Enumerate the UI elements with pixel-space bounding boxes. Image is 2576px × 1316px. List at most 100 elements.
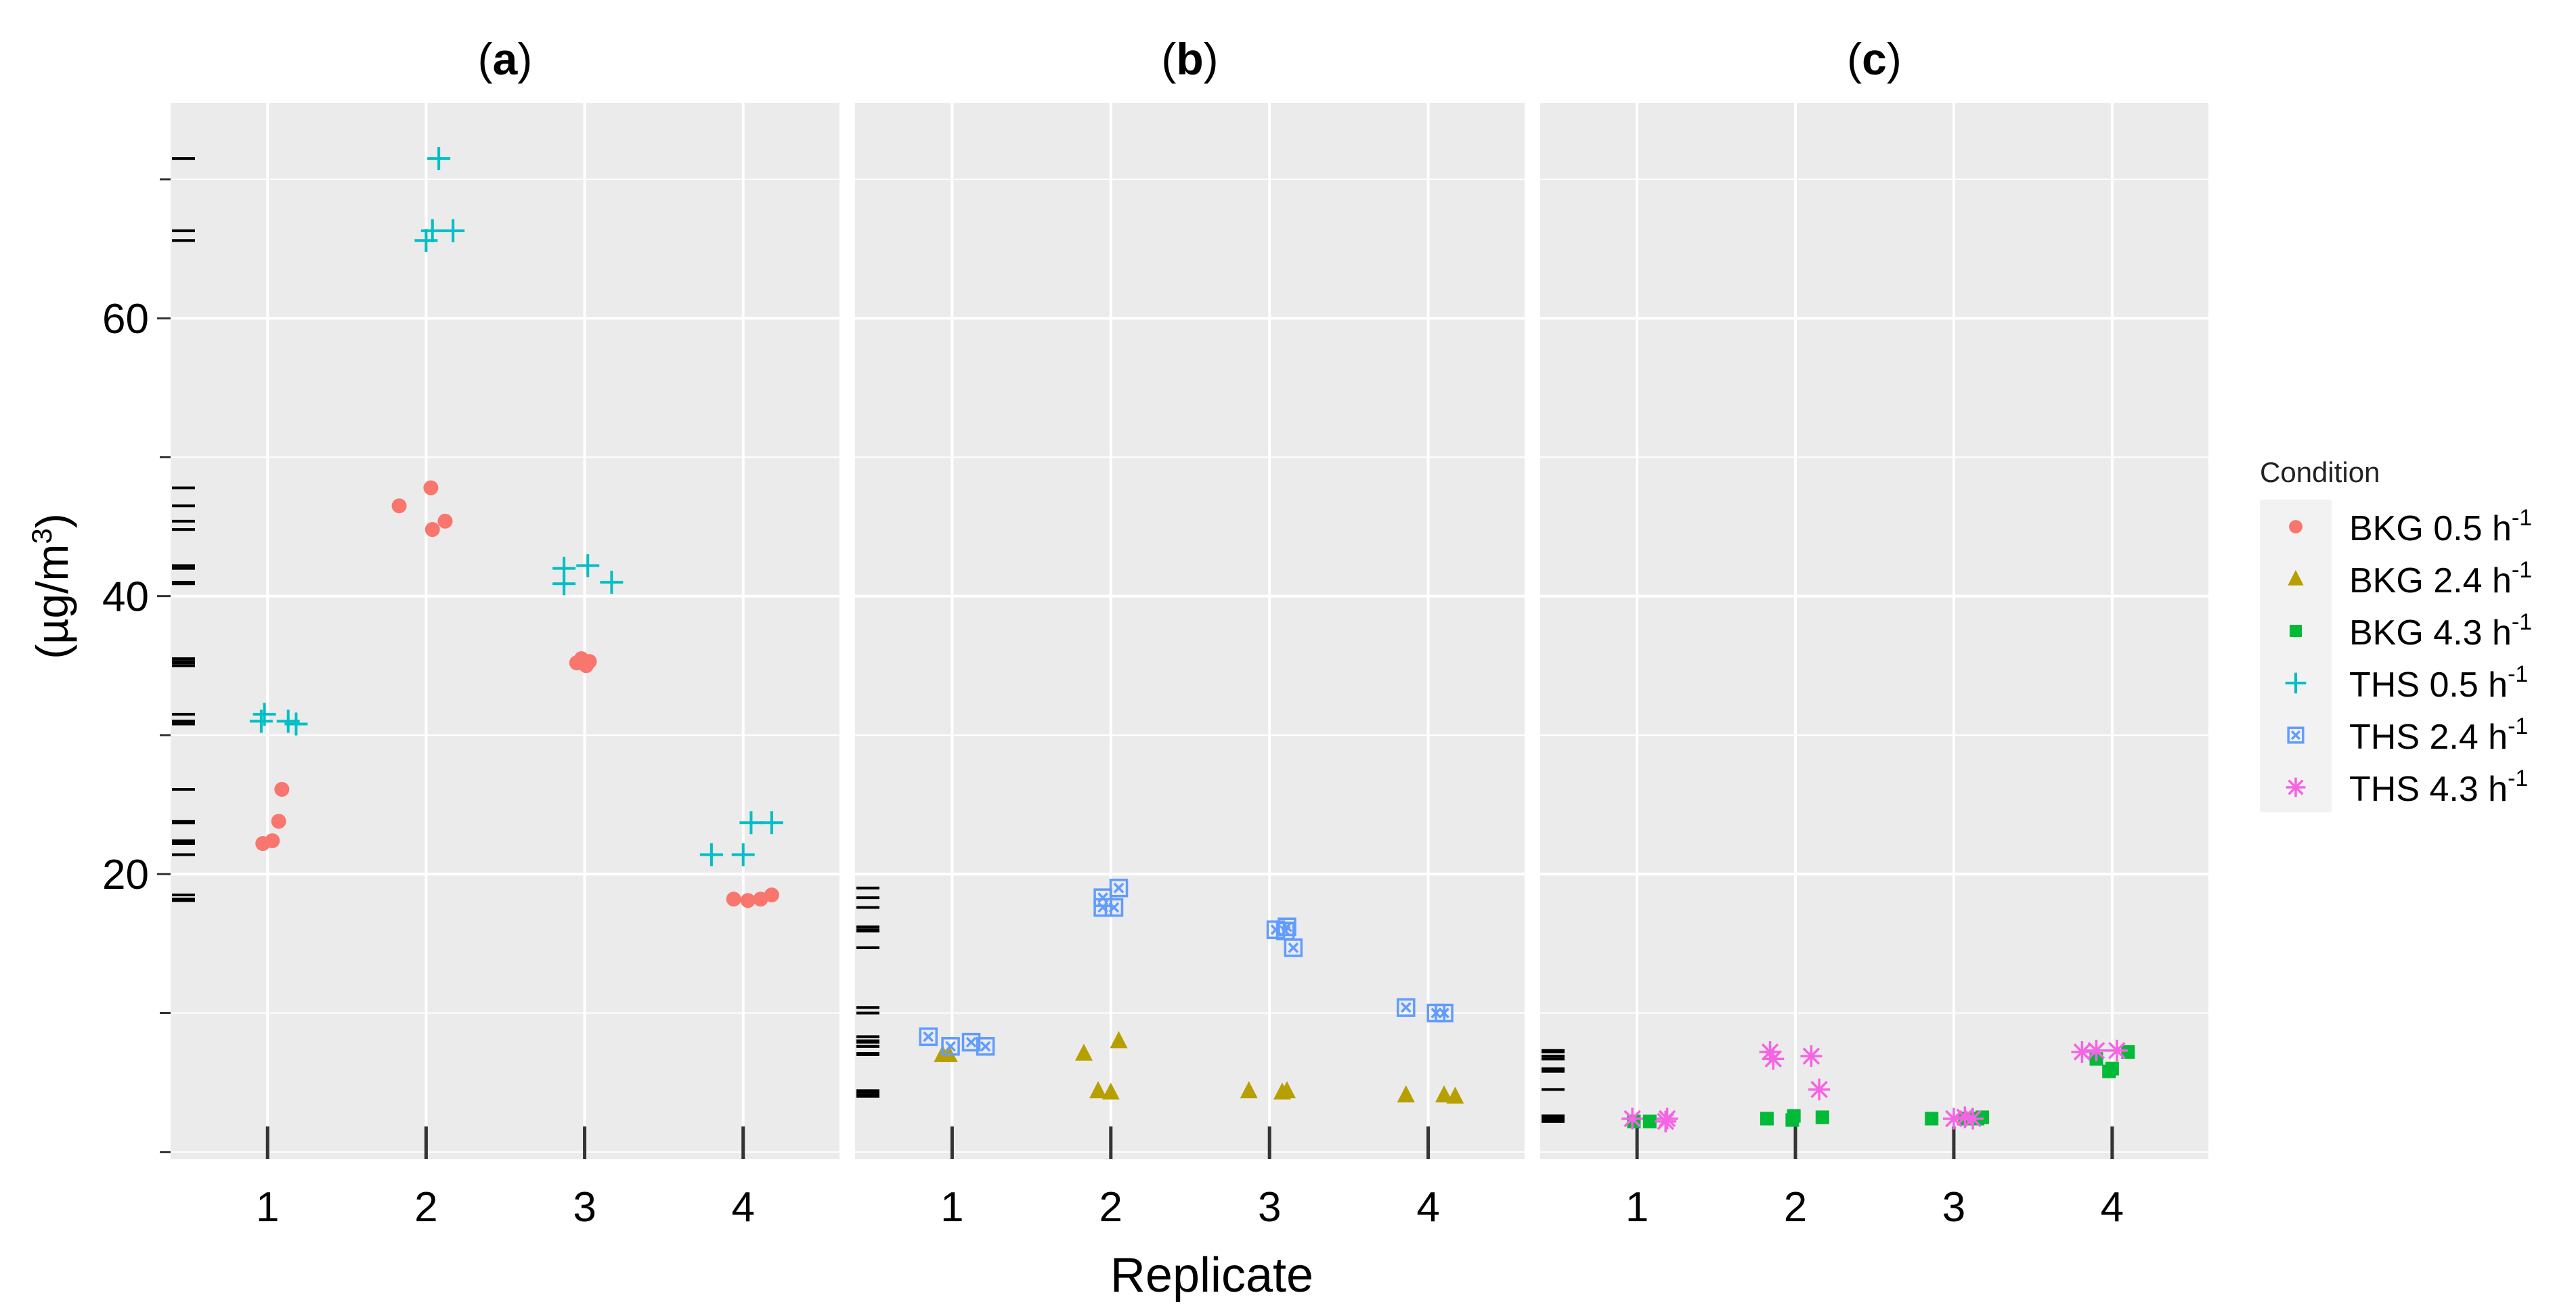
- data-point-ths05: [600, 571, 624, 594]
- data-point-ths43: [1962, 1107, 1984, 1130]
- y-tick-label: 60: [102, 296, 149, 343]
- data-point-ths24: [941, 1036, 960, 1056]
- data-point-ths43: [1942, 1107, 1965, 1130]
- data-point-ths24: [919, 1027, 938, 1047]
- data-point-bkg24: [1397, 1085, 1415, 1103]
- data-point-ths05: [427, 147, 451, 171]
- legend-entry-bkg05: BKG 0.5 h-1: [2289, 505, 2532, 548]
- data-point-bkg05: [424, 522, 440, 538]
- legend-label-text: BKG 0.5 h: [2349, 509, 2512, 548]
- legend-label: THS 4.3 h-1: [2349, 766, 2528, 809]
- x-tick-label: 3: [573, 1184, 596, 1231]
- legend-keys-background: [2260, 500, 2332, 812]
- legend-entry-bkg43: BKG 4.3 h-1: [2290, 609, 2532, 653]
- data-point-ths43: [1800, 1045, 1822, 1068]
- data-point-ths43: [1808, 1078, 1831, 1101]
- data-point-bkg05: [740, 893, 756, 908]
- rug-marks: [1542, 1049, 1565, 1123]
- legend-label-sup: -1: [2512, 557, 2532, 583]
- data-point-bkg43: [1642, 1114, 1657, 1128]
- data-point-bkg24: [1435, 1085, 1454, 1103]
- series-bkg05: [255, 480, 779, 908]
- legend-key-ths43: [2286, 777, 2306, 797]
- legend-key-ths24: [2287, 726, 2305, 744]
- x-tick-label: 1: [256, 1184, 279, 1231]
- panel-title-close: ): [1204, 34, 1219, 84]
- data-point-ths05: [760, 811, 783, 835]
- panel-title: (b): [1161, 34, 1218, 84]
- data-point-bkg05: [271, 814, 286, 829]
- data-point-bkg43: [1787, 1109, 1801, 1123]
- legend-label-sup: -1: [2508, 714, 2528, 739]
- y-axis-title-close: ): [27, 513, 77, 528]
- data-point-bkg05: [274, 782, 290, 797]
- legend-label: THS 0.5 h-1: [2349, 661, 2528, 705]
- data-point-bkg05: [391, 498, 407, 514]
- series-bkg24: [934, 1031, 1464, 1104]
- data-point-bkg24: [1110, 1031, 1128, 1049]
- data-point-ths24: [1284, 938, 1303, 957]
- data-point-ths43: [1656, 1107, 1678, 1130]
- x-tick-label: 2: [1784, 1184, 1807, 1231]
- legend-key-ths05: [2285, 672, 2307, 694]
- data-point-ths43: [1621, 1107, 1644, 1130]
- data-point-ths24: [1435, 1003, 1454, 1023]
- x-tick-label: 1: [1625, 1184, 1649, 1231]
- data-point-ths24: [1397, 998, 1416, 1017]
- data-point-bkg24: [1074, 1043, 1093, 1061]
- y-axis-title-sup: 3: [26, 528, 58, 544]
- legend-label-text: THS 0.5 h: [2349, 665, 2508, 705]
- series-ths43: [1621, 1039, 2128, 1133]
- data-point-bkg05: [582, 654, 597, 670]
- legend-label-text: THS 4.3 h: [2349, 770, 2508, 809]
- legend-entry-ths43: THS 4.3 h-1: [2286, 766, 2528, 809]
- data-point-bkg24: [1101, 1082, 1120, 1100]
- legend-key-bkg24: [2288, 570, 2304, 586]
- x-tick-label: 2: [414, 1184, 437, 1231]
- series-ths05: [249, 147, 783, 867]
- data-point-bkg05: [437, 513, 453, 529]
- data-point-ths05: [253, 703, 276, 726]
- data-point-ths43: [2085, 1039, 2108, 1061]
- data-point-bkg05: [726, 892, 741, 907]
- legend-label: BKG 4.3 h-1: [2349, 609, 2532, 653]
- legend-key-bkg05: [2289, 520, 2302, 533]
- data-point-ths05: [284, 712, 308, 736]
- legend-label: BKG 2.4 h-1: [2349, 557, 2532, 600]
- panel-title-open: (: [1847, 34, 1862, 84]
- data-point-bkg43: [1925, 1112, 1939, 1126]
- legend-label-text: BKG 4.3 h: [2349, 613, 2512, 653]
- legend-entry-bkg24: BKG 2.4 h-1: [2288, 557, 2532, 600]
- data-point-ths05: [552, 556, 576, 580]
- panel-background: [855, 103, 1525, 1159]
- data-point-ths43: [2105, 1039, 2128, 1061]
- data-point-bkg05: [764, 887, 779, 902]
- legend-label-sup: -1: [2508, 766, 2528, 791]
- x-tick-label: 4: [731, 1184, 754, 1231]
- panel-title-close: ): [517, 34, 532, 84]
- data-point-ths05: [699, 843, 723, 867]
- y-axis-title-main: (µg/m: [27, 544, 77, 659]
- panel-background: [171, 103, 839, 1159]
- legend-label-text: BKG 2.4 h: [2349, 561, 2512, 600]
- panel-a: 1 2 3 4 (a): [171, 34, 839, 1231]
- data-point-ths24: [1278, 917, 1296, 936]
- panel-title-open: (: [1161, 34, 1176, 84]
- data-point-ths05: [731, 843, 755, 867]
- panel-background: [1540, 103, 2208, 1159]
- panel-title-letter: a: [493, 34, 519, 84]
- data-point-bkg05: [423, 480, 439, 496]
- data-point-bkg24: [1240, 1081, 1258, 1099]
- x-axis-title: Replicate: [1110, 1248, 1313, 1302]
- panel-title-open: (: [478, 34, 493, 84]
- panel-title-close: ): [1887, 34, 1902, 84]
- data-point-bkg43: [2105, 1061, 2119, 1076]
- legend-label-sup: -1: [2512, 609, 2532, 635]
- y-tick-label: 20: [102, 852, 149, 898]
- data-point-ths24: [961, 1032, 981, 1052]
- x-tick-label: 1: [940, 1184, 963, 1231]
- x-tick-label: 2: [1099, 1184, 1122, 1231]
- data-point-bkg05: [265, 833, 280, 848]
